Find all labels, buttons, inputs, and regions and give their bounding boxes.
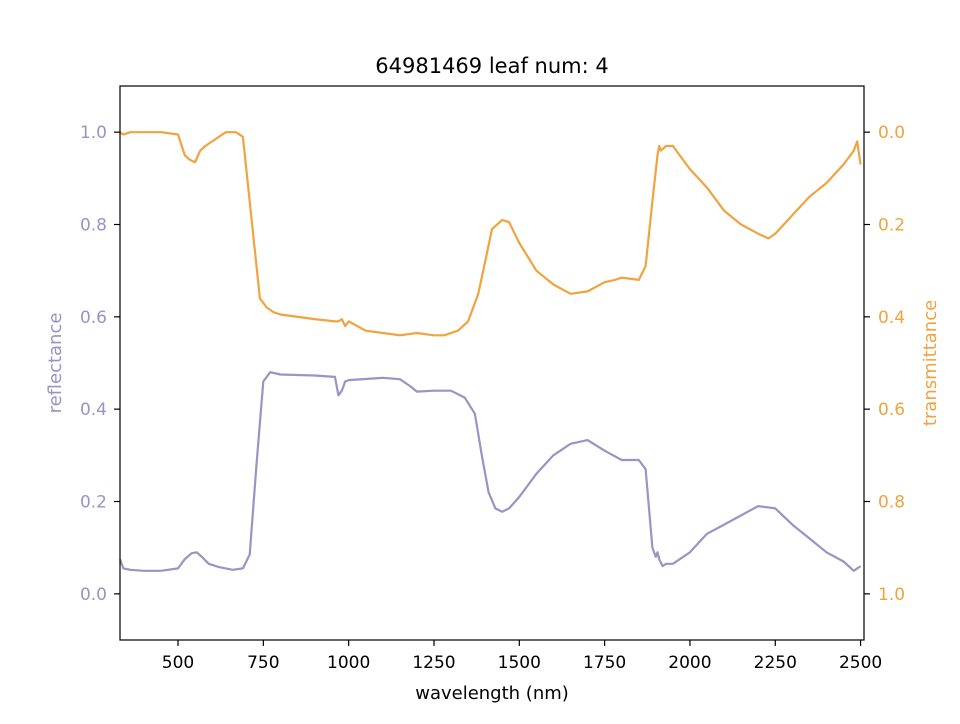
y-left-ticks: 0.0 0.2 0.4 0.6 0.8 1.0: [80, 123, 120, 605]
x-tick-label: 2500: [839, 653, 882, 673]
y-left-tick-label: 0.4: [80, 400, 107, 420]
x-tick-label: 1750: [583, 653, 626, 673]
y-left-tick-label: 0.0: [80, 585, 107, 605]
y-axis-label-right: transmittance: [920, 300, 941, 426]
x-ticks: 500 750 1000 1250 1500 1750 2000 2250 2500: [162, 640, 882, 673]
series-layer: [118, 131, 862, 572]
x-tick-label: 1000: [327, 653, 370, 673]
chart-title: 64981469 leaf num: 4: [375, 54, 608, 78]
series-line-reflectance: [118, 371, 862, 572]
y-left-tick-label: 0.2: [80, 493, 107, 513]
y-right-tick-label: 0.2: [878, 216, 905, 236]
x-tick-label: 2250: [754, 653, 797, 673]
series-line-transmittance: [119, 131, 862, 337]
axes-layer: [119, 85, 865, 641]
y-left-tick-label: 0.8: [80, 216, 107, 236]
y-right-ticks: 0.0 0.2 0.4 0.6 0.8 1.0: [864, 123, 905, 605]
x-axis-label: wavelength (nm): [415, 683, 569, 704]
x-tick-label: 500: [162, 653, 194, 673]
y-left-tick-label: 1.0: [80, 123, 107, 143]
y-right-tick-label: 0.6: [878, 400, 905, 420]
x-tick-label: 2000: [668, 653, 711, 673]
plot-frame: [119, 85, 865, 641]
x-tick-label: 1500: [498, 653, 541, 673]
y-right-tick-label: 0.8: [878, 493, 905, 513]
y-left-tick-label: 0.6: [80, 308, 107, 328]
y-right-tick-label: 0.0: [878, 123, 905, 143]
y-axis-label-left: reflectance: [45, 313, 66, 414]
y-right-tick-label: 1.0: [878, 585, 905, 605]
y-right-tick-label: 0.4: [878, 308, 905, 328]
x-tick-label: 1250: [412, 653, 455, 673]
x-tick-label: 750: [247, 653, 279, 673]
